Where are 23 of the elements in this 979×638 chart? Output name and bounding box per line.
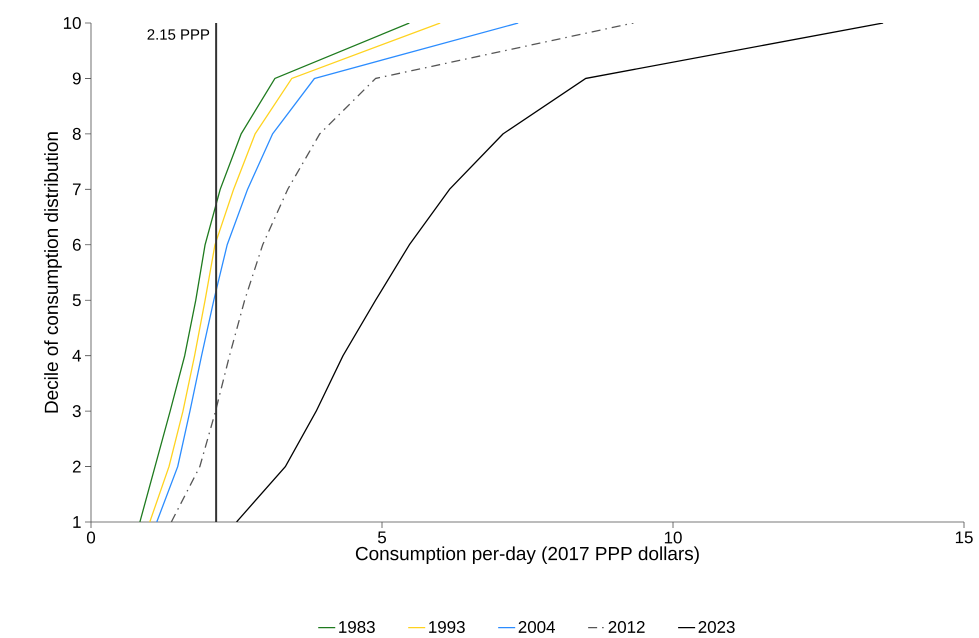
legend-label: 1983 [339,620,375,633]
legend-label: 1993 [429,620,465,633]
y-tick-label: 3 [72,405,81,418]
y-tick-label: 2 [72,460,81,472]
x-tick-label: 15 [956,532,973,544]
y-tick-label: 4 [72,350,81,362]
y-tick-label: 6 [72,238,81,251]
line-series [236,23,884,522]
x-tick-label: 0 [86,532,96,544]
y-tick-label: 1 [73,516,81,528]
ref-line-label: 2.15 PPP [148,29,210,40]
y-tick-label: 7 [72,184,81,196]
x-tick-label: 5 [378,532,386,544]
y-axis-title: Decile of consumption distribution [44,132,62,412]
y-tick-label: 9 [72,72,81,84]
x-axis-title: Consumption per-day (2017 PPP dollars) [356,546,699,564]
y-tick-label: 8 [72,128,81,140]
x-tick-label: 10 [664,532,682,544]
y-tick-label: 10 [64,17,81,29]
legend-label: 2004 [518,620,555,633]
legend-label: 2023 [698,620,735,633]
y-tick-label: 5 [72,294,81,306]
legend-label: 2012 [608,620,645,633]
